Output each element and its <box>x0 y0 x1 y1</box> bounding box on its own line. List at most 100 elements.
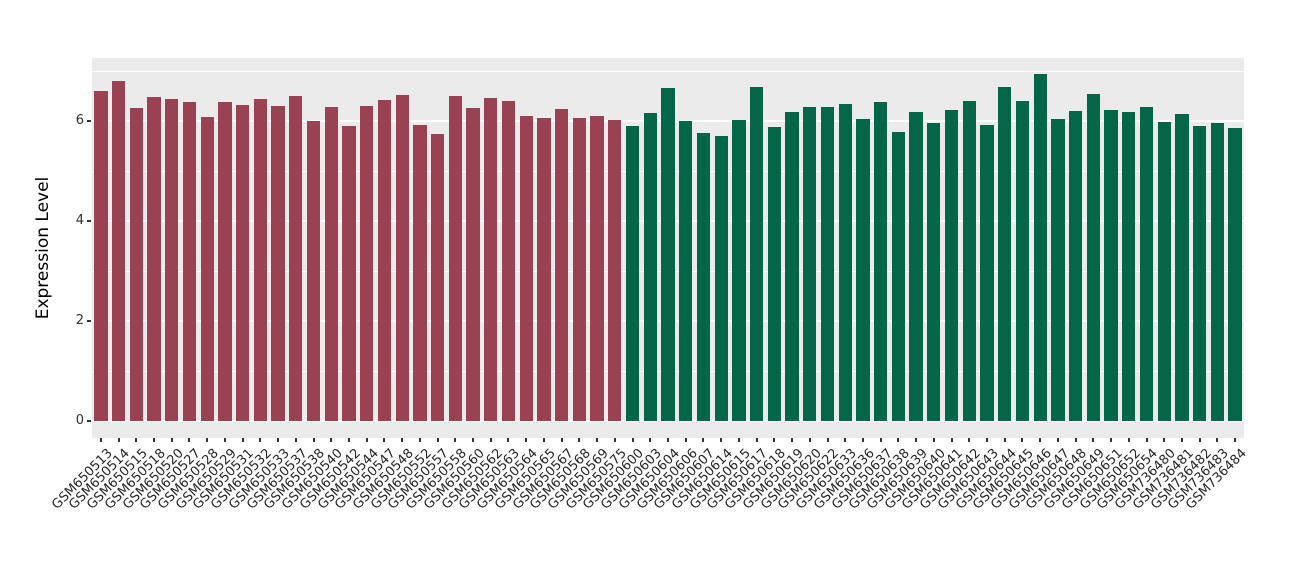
x-tick-mark <box>915 438 918 442</box>
x-tick-mark <box>684 438 687 442</box>
x-tick-mark <box>383 438 386 442</box>
x-tick-mark <box>347 438 350 442</box>
bar-GSM650540 <box>324 107 338 421</box>
x-tick-mark <box>773 438 776 442</box>
bar-GSM650547 <box>377 99 392 421</box>
x-tick-mark <box>188 438 191 442</box>
bar-GSM650617 <box>749 86 764 421</box>
y-tick-label: 6 <box>75 113 84 129</box>
major-gridline <box>92 420 1244 422</box>
bar-GSM650603 <box>643 112 657 421</box>
x-tick-mark <box>259 438 262 442</box>
x-tick-mark <box>170 438 173 442</box>
bar-GSM650567 <box>555 108 569 421</box>
x-tick-mark <box>241 438 244 442</box>
x-tick-mark <box>932 438 935 442</box>
bar-GSM650514 <box>111 81 126 421</box>
bar-GSM650649 <box>1086 93 1100 421</box>
bar-GSM650518 <box>147 96 161 421</box>
x-tick-mark <box>986 438 988 442</box>
x-tick-mark <box>99 438 102 442</box>
bar-GSM650615 <box>732 119 746 421</box>
bar-GSM650606 <box>679 120 693 421</box>
bar-GSM650569 <box>590 116 604 421</box>
x-tick-mark <box>330 438 333 442</box>
x-tick-mark <box>950 438 953 442</box>
x-tick-mark <box>472 438 475 442</box>
bar-GSM650644 <box>998 87 1012 421</box>
y-tick-mark <box>87 120 91 123</box>
x-tick-mark <box>897 438 900 442</box>
bar-GSM650636 <box>856 118 870 421</box>
y-tick-label: 2 <box>75 313 84 329</box>
bar-GSM650638 <box>891 131 906 421</box>
x-tick-mark <box>206 438 209 442</box>
bar-GSM650639 <box>909 111 923 421</box>
x-tick-mark <box>755 438 758 442</box>
x-tick-mark <box>1216 438 1219 442</box>
x-tick-mark <box>1092 438 1095 442</box>
bar-GSM650654 <box>1139 107 1154 421</box>
bar-GSM650652 <box>1122 112 1136 421</box>
x-tick-mark <box>1180 438 1183 442</box>
y-tick-mark <box>87 220 91 223</box>
x-tick-mark <box>844 438 847 442</box>
bar-GSM650548 <box>395 95 409 421</box>
plot-panel <box>92 58 1244 438</box>
x-tick-mark <box>1074 438 1077 442</box>
y-tick-mark <box>87 320 91 323</box>
bar-GSM650563 <box>501 100 516 421</box>
bar-GSM650557 <box>430 133 445 421</box>
x-tick-mark <box>365 438 368 442</box>
x-tick-mark <box>578 438 581 442</box>
bar-GSM650531 <box>235 104 250 421</box>
bar-GSM736481 <box>1175 114 1189 421</box>
bar-GSM650648 <box>1068 111 1083 421</box>
bar-GSM650651 <box>1104 109 1118 421</box>
x-tick-mark <box>649 438 652 442</box>
bar-GSM650642 <box>962 100 976 421</box>
x-tick-mark <box>542 438 545 442</box>
bar-GSM736483 <box>1210 122 1225 421</box>
bar-GSM650532 <box>253 98 268 421</box>
bar-GSM650538 <box>306 121 321 421</box>
x-tick-mark <box>791 438 794 442</box>
bar-GSM650614 <box>714 135 728 421</box>
x-tick-mark <box>560 438 563 442</box>
x-tick-mark <box>277 438 280 442</box>
x-tick-mark <box>401 438 404 442</box>
y-axis-title: Expression Level <box>33 176 53 320</box>
bar-GSM650558 <box>448 95 462 421</box>
x-tick-mark <box>489 438 492 442</box>
x-tick-mark <box>808 438 811 442</box>
x-tick-mark <box>631 438 634 442</box>
bar-GSM650544 <box>360 105 374 421</box>
minor-gridline <box>92 70 1244 72</box>
x-tick-mark <box>968 438 971 442</box>
x-tick-mark <box>117 438 120 442</box>
bar-GSM650575 <box>608 119 622 421</box>
bar-GSM650528 <box>200 116 214 421</box>
x-tick-mark <box>1163 438 1166 442</box>
bar-GSM650637 <box>874 101 888 421</box>
bar-GSM650520 <box>165 99 179 421</box>
bar-GSM650600 <box>625 126 640 421</box>
bar-GSM650620 <box>803 107 817 421</box>
x-tick-mark <box>1234 438 1237 442</box>
x-tick-mark <box>613 438 616 442</box>
bar-GSM650529 <box>218 102 232 421</box>
y-tick-mark <box>87 420 91 422</box>
y-tick-label: 4 <box>75 213 84 229</box>
bar-GSM650646 <box>1033 74 1047 421</box>
bar-GSM650643 <box>980 124 994 421</box>
x-tick-mark <box>720 438 723 442</box>
y-tick-label: 0 <box>75 413 84 428</box>
x-tick-mark <box>861 438 864 442</box>
bar-GSM650640 <box>927 122 941 421</box>
x-tick-mark <box>1145 438 1148 442</box>
bar-GSM650565 <box>537 118 551 421</box>
x-tick-mark <box>1056 438 1059 442</box>
bar-GSM650633 <box>838 104 852 421</box>
x-tick-mark <box>525 438 528 442</box>
